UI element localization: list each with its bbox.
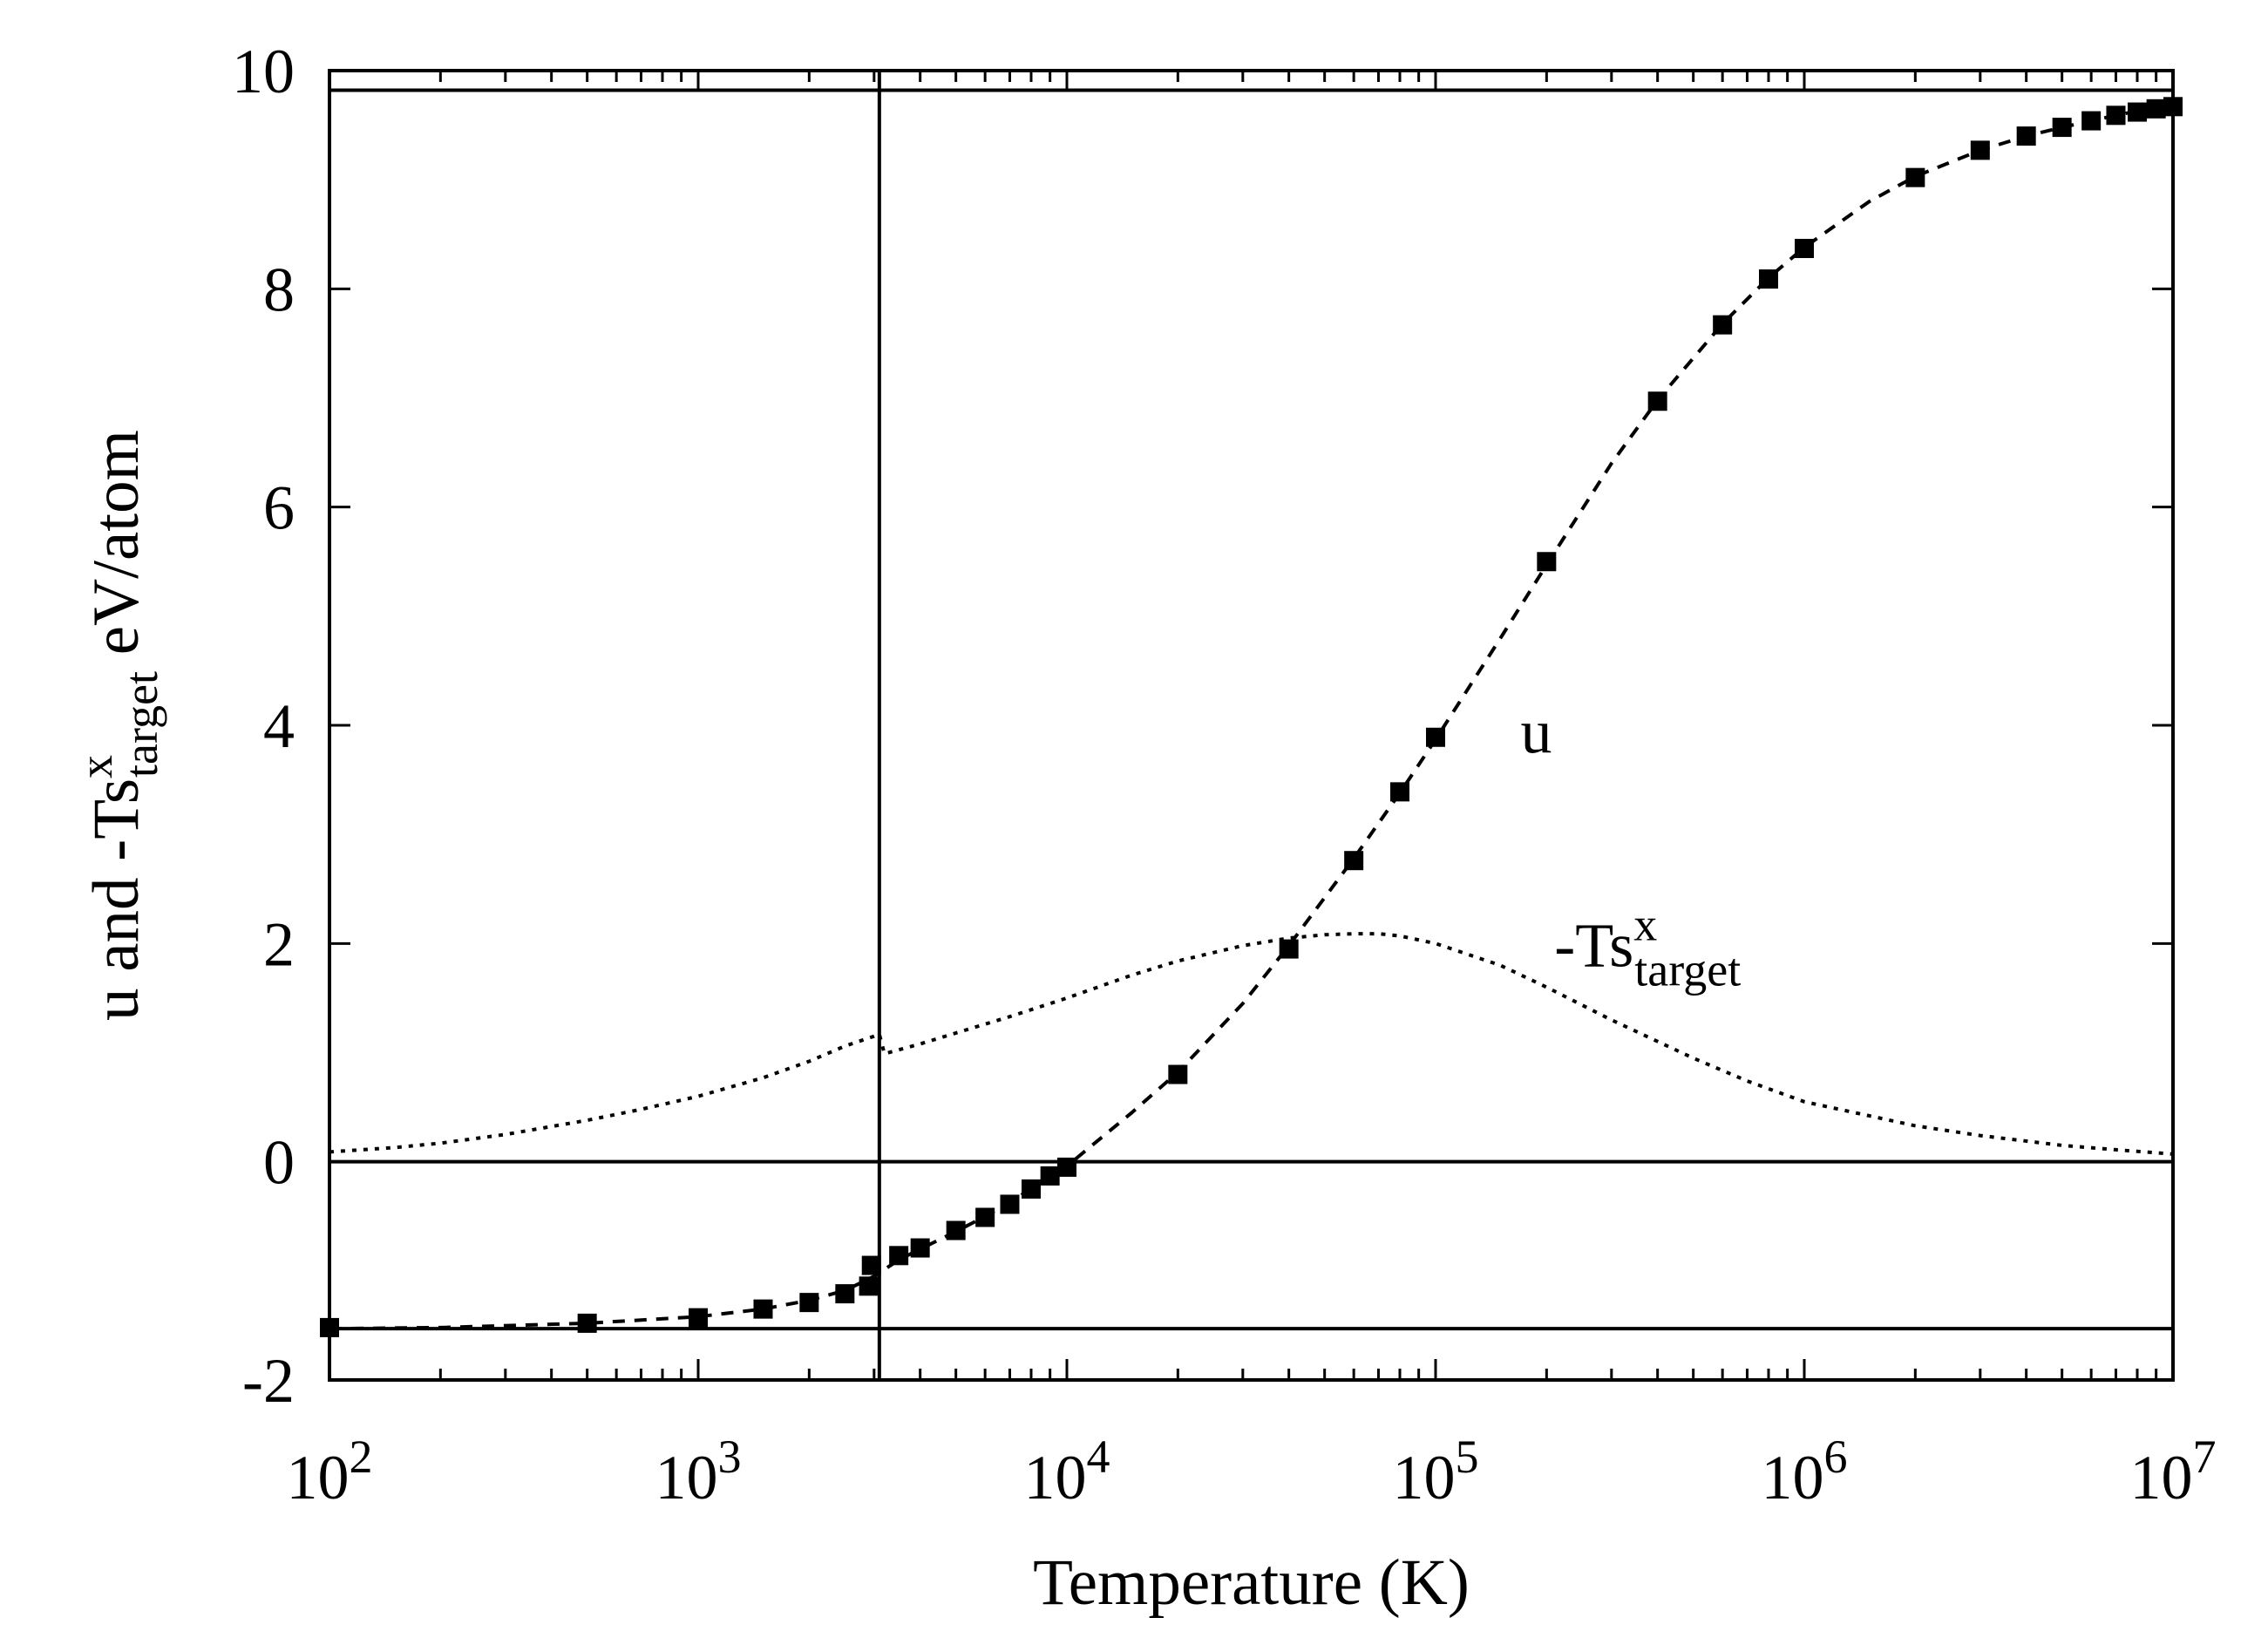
ts-curve-label: -Tsx target: [1554, 899, 1741, 996]
u-data-point: [1000, 1194, 1020, 1214]
y-axis-title-unit: eV/atom: [80, 430, 153, 671]
u-data-point: [1905, 167, 1925, 187]
u-data-point: [1022, 1179, 1042, 1199]
u-data-point: [2146, 99, 2166, 119]
u-data-point: [1647, 391, 1667, 411]
x-tick-label: 106: [1762, 1431, 1848, 1512]
ts-curve-label-main: -Ts: [1554, 911, 1633, 981]
u-data-point: [1713, 315, 1733, 335]
u-data-point: [889, 1246, 909, 1266]
x-tick-label-base: 10: [1762, 1443, 1824, 1512]
u-data-point: [859, 1276, 879, 1296]
u-data-point: [1426, 727, 1445, 747]
ts-curve-label-sub: target: [1634, 944, 1741, 996]
y-axis-title-sup: x: [70, 755, 122, 778]
x-tick-label: 102: [287, 1431, 373, 1512]
u-data-point: [946, 1220, 966, 1240]
ts-curve-label-sup: x: [1633, 899, 1657, 951]
u-data-point: [577, 1313, 597, 1333]
u-data-point: [1344, 851, 1364, 871]
x-tick-label: 107: [2130, 1431, 2217, 1512]
x-tick-label-base: 10: [2130, 1443, 2193, 1512]
u-data-point: [835, 1284, 855, 1304]
u-data-point: [1040, 1166, 1060, 1186]
y-tick-label: 10: [232, 37, 295, 106]
u-data-point: [1390, 782, 1410, 802]
y-tick-label: 4: [263, 691, 295, 761]
x-tick-label-exp: 4: [1087, 1431, 1110, 1483]
u-data-point: [1759, 269, 1779, 289]
y-axis-title-main: u and -Ts: [80, 778, 153, 1021]
x-tick-label: 103: [655, 1431, 742, 1512]
u-data-point: [1057, 1157, 1076, 1177]
u-data-point: [1279, 939, 1299, 959]
reference-lines: [329, 71, 2173, 1380]
x-tick-label-exp: 7: [2193, 1431, 2217, 1483]
x-tick-label-exp: 2: [350, 1431, 373, 1483]
u-data-point: [1970, 140, 1990, 160]
u-data-point: [799, 1293, 819, 1313]
u-data-point: [1795, 239, 1814, 259]
x-tick-label-base: 10: [655, 1443, 718, 1512]
x-tick-label: 105: [1393, 1431, 1479, 1512]
u-data-point: [689, 1308, 708, 1328]
x-tick-label-base: 10: [1393, 1443, 1456, 1512]
u-data-point: [2081, 111, 2102, 131]
u-data-point: [861, 1255, 881, 1275]
y-tick-label: -2: [242, 1346, 295, 1416]
y-tick-label: 8: [263, 255, 295, 324]
x-tick-label-exp: 5: [1456, 1431, 1479, 1483]
x-tick-label: 104: [1024, 1431, 1110, 1512]
y-tick-label: 0: [263, 1128, 295, 1198]
u-data-point: [2016, 126, 2036, 146]
u-data-point: [2052, 118, 2072, 138]
u-data-point: [1168, 1064, 1188, 1084]
y-axis-title: u and -Tsxtarget eV/atom: [70, 430, 167, 1021]
y-tick-label: 6: [263, 473, 295, 543]
u-data-point: [1537, 552, 1557, 572]
x-axis-title: Temperature (K): [1033, 1546, 1470, 1619]
x-tick-label-exp: 3: [718, 1431, 742, 1483]
x-tick-label-base: 10: [1024, 1443, 1087, 1512]
u-data-point: [2128, 102, 2148, 122]
data-series: [320, 97, 2183, 1337]
u-data-point: [975, 1207, 995, 1227]
plot-frame: [328, 69, 2175, 1382]
x-tick-label-exp: 6: [1824, 1431, 1848, 1483]
x-tick-label-base: 10: [287, 1443, 350, 1512]
u-data-point: [2106, 105, 2126, 126]
y-axis-title-sub: target: [115, 671, 167, 778]
u-curve-label: u: [1520, 697, 1552, 766]
u-data-point: [910, 1238, 930, 1258]
y-tick-label: 2: [263, 909, 295, 979]
u-data-point: [753, 1299, 773, 1319]
